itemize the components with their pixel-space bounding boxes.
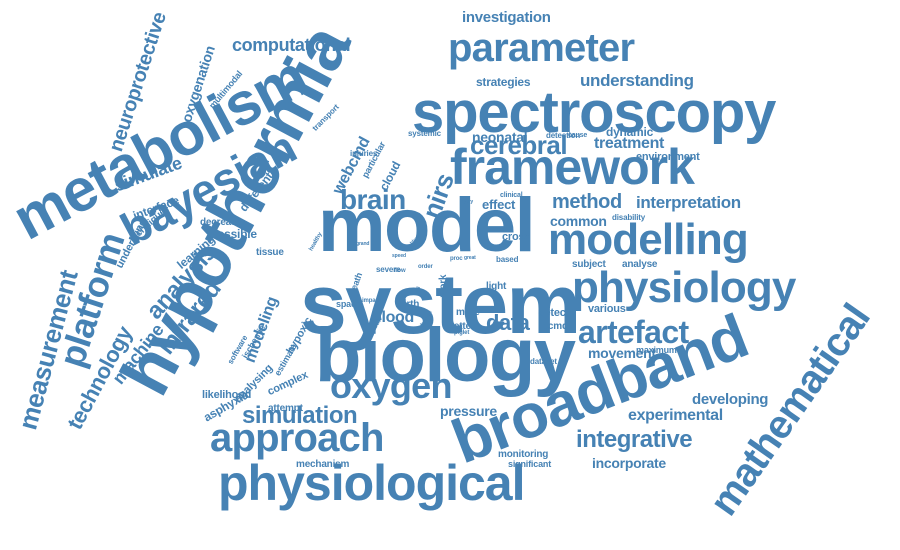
word-dynamic: dynamic: [606, 125, 654, 139]
word-disability: disability: [612, 213, 646, 222]
word-subject: subject: [572, 259, 606, 270]
word-detect: detect: [538, 307, 570, 319]
word-environment: environment: [636, 151, 700, 163]
word-effect: effect: [482, 197, 516, 212]
word-developing: developing: [692, 391, 769, 408]
word-speed: speed: [392, 253, 406, 259]
word-significant: significant: [508, 459, 552, 469]
word-order: order: [418, 264, 433, 270]
word-flow: flow: [394, 268, 406, 274]
word-great: great: [464, 255, 476, 261]
word-system: system: [300, 257, 581, 351]
word-physiology: physiology: [572, 263, 796, 312]
word-experimental: experimental: [628, 407, 723, 424]
word-birth: birth: [398, 299, 420, 310]
word-framework: framework: [450, 139, 695, 195]
word-more: more: [456, 307, 480, 318]
word-space: space: [336, 299, 361, 309]
word-tissue: tissue: [256, 247, 284, 258]
word-pressure: pressure: [440, 403, 497, 419]
word-mechanism: mechanism: [296, 459, 350, 470]
word-incorporate: incorporate: [592, 455, 666, 471]
word-analyse: analyse: [622, 259, 658, 270]
word-attempt: attempt: [268, 403, 303, 414]
word-analysing: analysing: [232, 362, 276, 406]
word-grand: grand: [356, 241, 370, 247]
word-light: light: [486, 281, 507, 292]
word-investigation: investigation: [462, 9, 551, 26]
word-likelihood: likelihood: [202, 389, 252, 401]
word-parameter: parameter: [448, 26, 635, 70]
word-decrease: decrease: [200, 217, 242, 228]
word-movement: movement: [588, 345, 656, 361]
word-strategies: strategies: [476, 75, 531, 89]
word-spectroscopy: spectroscopy: [412, 80, 776, 145]
word-computational: computational: [232, 35, 351, 55]
word-systemic: systemic: [408, 129, 441, 138]
word-common: common: [550, 213, 607, 229]
word-approach: approach: [210, 416, 384, 460]
word-integrative: integrative: [576, 426, 693, 453]
word-artefact: artefact: [578, 314, 689, 350]
word-cross: cross: [502, 231, 531, 243]
word-possible: possible: [210, 227, 257, 241]
word-method: method: [552, 191, 622, 213]
word-complex: complex: [265, 369, 310, 399]
word-treatment: treatment: [594, 135, 665, 152]
word-severe: severe: [376, 265, 401, 274]
word-injury: injury: [460, 199, 474, 205]
word-interpretation: interpretation: [636, 193, 741, 212]
word-neonatal: neonatal: [472, 129, 528, 145]
word-understanding: understanding: [580, 71, 694, 90]
word-proc: proc: [450, 256, 463, 262]
word-maximum: maximum: [636, 345, 677, 355]
word-dataset: dataset: [530, 357, 557, 366]
word-biology: biology: [315, 313, 576, 398]
word-cause: cause: [568, 132, 588, 139]
word-injuries: injuries: [350, 149, 378, 158]
word-modelling: modelling: [548, 215, 749, 264]
word-various: various: [588, 303, 626, 315]
word-monitoring: monitoring: [498, 449, 549, 460]
word-cerebral: cerebral: [470, 130, 568, 160]
word-simulation: simulation: [242, 402, 358, 429]
word-model: model: [318, 183, 536, 268]
word-blood: blood: [372, 309, 414, 326]
word-based: based: [496, 255, 519, 264]
word-brain: brain: [340, 184, 406, 215]
word-piglet: piglet: [454, 330, 470, 336]
word-impact: impact: [362, 298, 381, 304]
word-better: better: [448, 321, 475, 332]
word-work: work: [438, 274, 449, 298]
word-bcmd: bcmd: [542, 321, 568, 332]
word-detection: detection: [546, 131, 581, 140]
word-physiological: physiological: [218, 455, 526, 511]
word-data: data: [486, 310, 530, 335]
word-clinical: clinical: [500, 192, 523, 199]
word-oxygen: oxygen: [330, 365, 452, 406]
